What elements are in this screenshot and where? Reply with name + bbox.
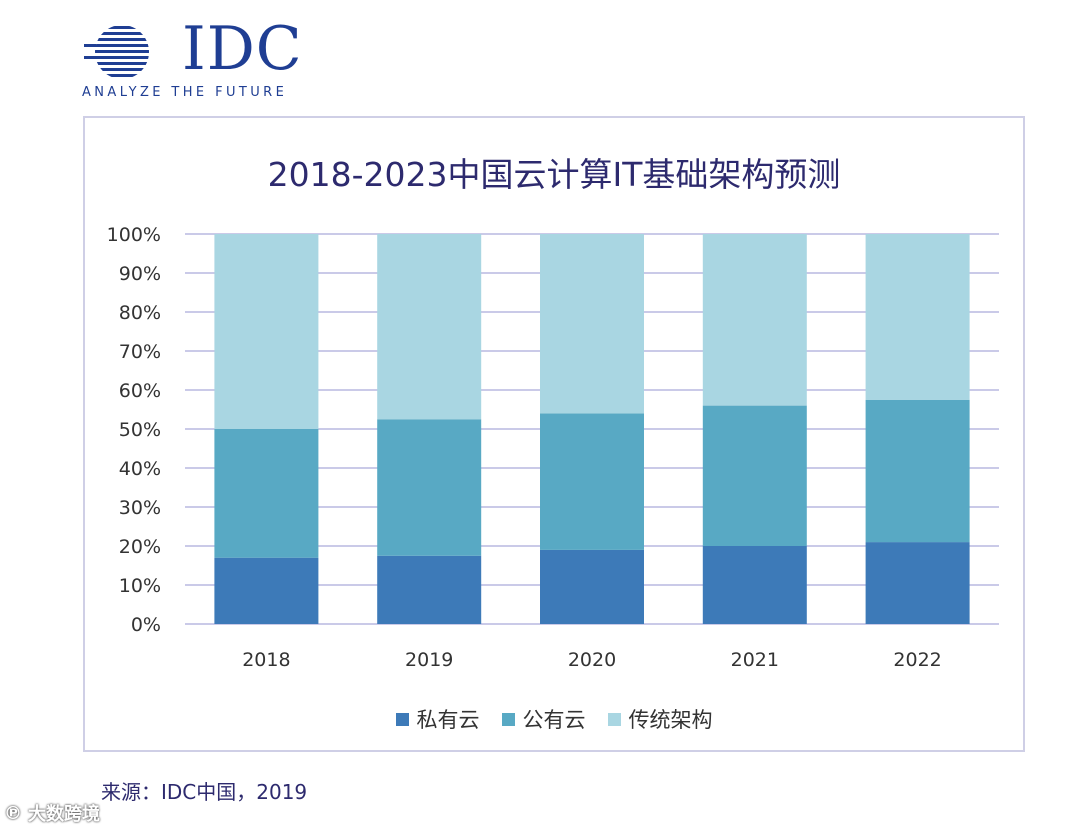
idc-logo: IDC ANALYZE THE FUTURE [82, 14, 322, 104]
x-tick-label: 2019 [405, 649, 453, 671]
bar-segment [702, 405, 807, 546]
bar-segment [377, 555, 482, 624]
bar-segment [377, 234, 482, 420]
bar-segment [702, 234, 807, 406]
bar-segment [702, 546, 807, 624]
legend-swatch [501, 712, 515, 726]
y-tick-label: 100% [107, 224, 161, 246]
legend-label: 传统架构 [628, 708, 713, 732]
bar-segment [214, 429, 319, 558]
logo-wordmark: IDC [182, 14, 303, 84]
logo-tagline: ANALYZE THE FUTURE [82, 85, 288, 100]
legend-item: 私有云 [395, 704, 480, 734]
legend-swatch [395, 712, 409, 726]
stacked-bar-chart: 0% 10% 20% 30% 40% 50% 60% 70% 80% 90% 100% 2018 201… [107, 224, 999, 671]
chart-title: 2018-2023中国云计算IT基础架构预测 [267, 155, 841, 194]
y-tick-label: 90% [119, 263, 161, 285]
bar-segment [214, 557, 319, 624]
bar-segment [865, 399, 970, 543]
y-tick-label: 80% [119, 302, 161, 324]
chart-frame: 2018-2023中国云计算IT基础架构预测 0% 10% 20% 30% 40% 50%… [83, 116, 1025, 752]
watermark-logo-icon: ℗ [4, 802, 22, 824]
bar-segment [377, 419, 482, 556]
chart-legend: 私有云 公有云 传统架构 [85, 704, 1023, 734]
legend-label: 公有云 [522, 708, 586, 732]
y-tick-label: 20% [119, 536, 161, 558]
x-tick-label: 2021 [731, 649, 779, 671]
bar-segment [540, 413, 644, 550]
y-tick-label: 0% [131, 614, 161, 636]
bar-segment [865, 542, 970, 624]
legend-item: 公有云 [501, 704, 586, 734]
legend-swatch [607, 712, 621, 726]
y-tick-label: 40% [119, 458, 161, 480]
bar-segment [865, 234, 970, 400]
x-tick-label: 2020 [568, 649, 616, 671]
legend-item: 传统架构 [607, 704, 713, 734]
bar-segment [540, 234, 644, 414]
watermark: ℗ 大数跨境 [4, 800, 100, 826]
bar-segment [214, 234, 319, 429]
x-tick-label: 2018 [242, 649, 290, 671]
x-tick-label: 2022 [893, 649, 941, 671]
source-note: 来源：IDC中国，2019 [101, 780, 308, 804]
y-tick-label: 50% [119, 419, 161, 441]
watermark-text: 大数跨境 [28, 804, 100, 825]
y-tick-label: 70% [119, 341, 161, 363]
legend-label: 私有云 [416, 708, 480, 732]
y-tick-label: 30% [119, 497, 161, 519]
bar-segment [540, 549, 644, 624]
y-tick-label: 60% [119, 380, 161, 402]
idc-globe-icon [84, 26, 149, 77]
y-tick-label: 10% [119, 575, 161, 597]
